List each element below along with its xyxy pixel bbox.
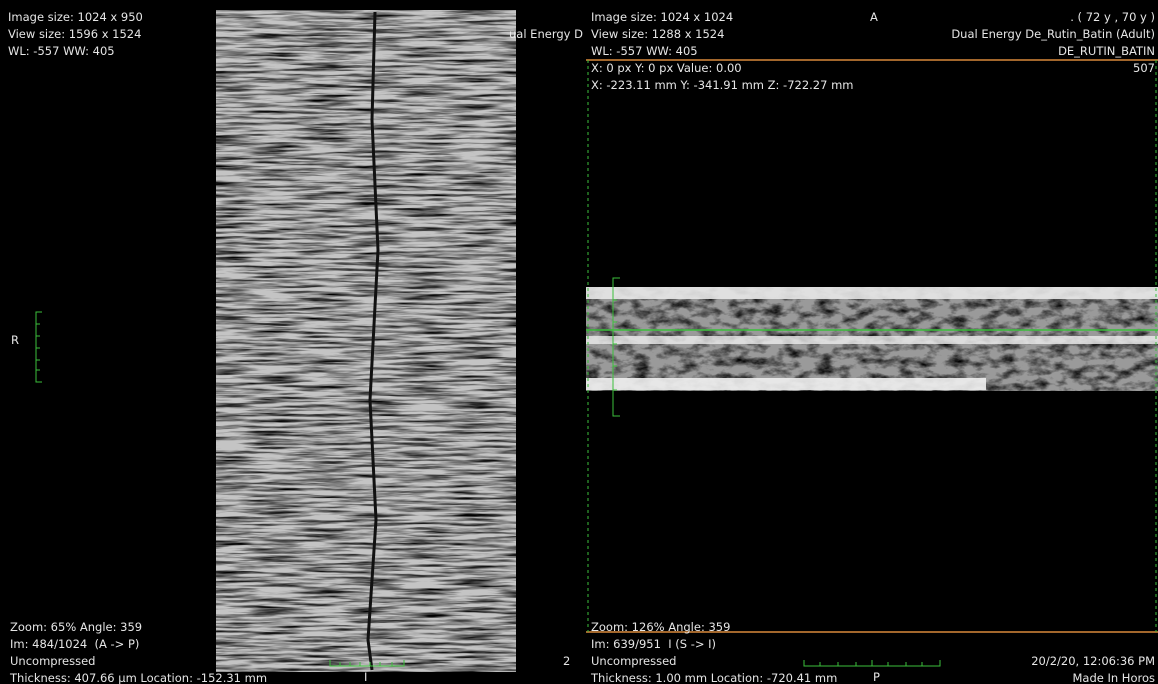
- info-text: Image size: 1024 x 1024: [591, 10, 733, 24]
- info-text: 507: [1133, 61, 1155, 75]
- info-text: ual Energy D: [509, 27, 583, 41]
- info-text: Thickness: 1.00 mm Location: -720.41 mm: [591, 671, 837, 684]
- info-text: Image size: 1024 x 950: [8, 10, 143, 24]
- info-text: . ( 72 y , 70 y ): [1070, 10, 1155, 24]
- viewer-window: Image size: 1024 x 950 View size: 1596 x …: [0, 0, 1158, 684]
- info-text: 20/2/20, 12:06:36 PM: [1031, 654, 1155, 668]
- info-text: X: -223.11 mm Y: -341.91 mm Z: -722.27 m…: [591, 78, 854, 92]
- info-text: Uncompressed: [591, 654, 676, 668]
- info-text: WL: -557 WW: 405: [591, 44, 698, 58]
- info-text: View size: 1596 x 1524: [8, 27, 141, 41]
- orientation-label: P: [873, 670, 880, 684]
- info-text: WL: -557 WW: 405: [8, 44, 115, 58]
- info-text: DE_RUTIN_BATIN: [1058, 44, 1155, 58]
- info-text: Im: 639/951 I (S -> I): [591, 637, 716, 651]
- info-text: Uncompressed: [10, 654, 95, 668]
- left-image: [216, 10, 516, 672]
- image-layer: [0, 0, 1158, 684]
- info-text: Dual Energy De_Rutin_Batin (Adult): [951, 27, 1155, 41]
- orientation-label: R: [11, 333, 19, 347]
- info-text: X: 0 px Y: 0 px Value: 0.00: [591, 61, 742, 75]
- orientation-label: A: [870, 10, 878, 24]
- info-text: Zoom: 65% Angle: 359: [10, 620, 142, 634]
- right-image: [586, 287, 1158, 391]
- info-text: Im: 484/1024 (A -> P): [10, 637, 139, 651]
- orientation-label: I: [364, 670, 367, 684]
- info-text: Zoom: 126% Angle: 359: [591, 620, 730, 634]
- info-text: Made In Horos: [1072, 671, 1155, 684]
- info-text: Thickness: 407.66 µm Location: -152.31 m…: [10, 671, 267, 684]
- info-text: View size: 1288 x 1524: [591, 27, 724, 41]
- info-text: 2: [563, 654, 570, 668]
